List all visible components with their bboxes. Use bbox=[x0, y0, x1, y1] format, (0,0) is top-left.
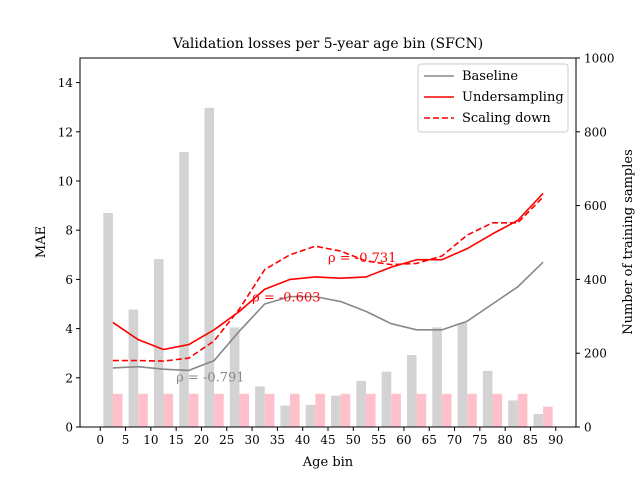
y-tick-label: 12 bbox=[58, 125, 73, 139]
x-tick-label: 15 bbox=[169, 433, 184, 447]
bar-layer bbox=[103, 107, 553, 427]
y-axis-label: MAE bbox=[34, 226, 49, 258]
legend-label-undersampling: Undersampling bbox=[462, 90, 564, 105]
x-tick-label: 30 bbox=[244, 433, 259, 447]
y-tick-label: 2 bbox=[65, 371, 73, 385]
baseline-count-bar bbox=[508, 400, 518, 427]
x-tick-label: 50 bbox=[346, 433, 361, 447]
correlation-annotation: ρ = -0.603 bbox=[252, 291, 320, 306]
y-tick-label: 14 bbox=[58, 76, 74, 90]
legend-box bbox=[417, 63, 569, 133]
x-tick-label: 5 bbox=[122, 433, 130, 447]
x-tick-label: 60 bbox=[396, 433, 411, 447]
baseline-count-bar bbox=[229, 327, 240, 427]
baseline-count-bar bbox=[331, 395, 341, 427]
x-tick-label: 90 bbox=[548, 433, 563, 447]
x-tick-label: 25 bbox=[219, 433, 234, 447]
undersampling-count-bar bbox=[188, 393, 199, 427]
x-tick-label: 55 bbox=[371, 433, 386, 447]
y2-tick-label: 1000 bbox=[584, 52, 615, 66]
undersampling-count-bar bbox=[290, 393, 300, 427]
baseline-count-bar bbox=[406, 355, 417, 427]
baseline-count-bar bbox=[179, 152, 189, 427]
undersampling-count-bar bbox=[467, 393, 477, 427]
legend: Baseline Undersampling Scaling down bbox=[417, 63, 569, 133]
baseline-count-bar bbox=[204, 107, 215, 427]
baseline-count-bar bbox=[153, 259, 164, 427]
y-axis-left: 0 2 4 6 8 10 12 14 bbox=[58, 76, 80, 435]
undersampling-count-bar bbox=[517, 393, 528, 427]
x-tick-label: 65 bbox=[422, 433, 437, 447]
baseline-count-bar bbox=[356, 380, 366, 427]
undersampling-count-bar bbox=[416, 393, 427, 427]
undersampling-count-bar bbox=[239, 393, 250, 427]
baseline-count-bar bbox=[381, 371, 392, 427]
undersampling-count-bar bbox=[112, 393, 123, 427]
undersampling-count-bar bbox=[315, 393, 325, 427]
line-layer bbox=[112, 192, 544, 372]
x-axis: 0 5 10 15 20 25 30 35 40 45 50 55 60 65 70 75 80 85 90 bbox=[96, 427, 563, 447]
y-tick-label: 10 bbox=[58, 175, 73, 189]
undersampling-count-bar bbox=[441, 393, 452, 427]
baseline-count-bar bbox=[305, 404, 316, 427]
y-tick-label: 0 bbox=[65, 421, 73, 435]
y2-axis-label: Number of training samples bbox=[621, 149, 636, 335]
undersampling-count-bar bbox=[365, 393, 376, 427]
y-axis-right: 0 200 400 600 800 1000 bbox=[576, 52, 615, 435]
x-tick-label: 75 bbox=[472, 433, 487, 447]
baseline-count-bar bbox=[280, 405, 291, 427]
x-tick-label: 10 bbox=[143, 433, 158, 447]
undersampling-count-bar bbox=[391, 393, 401, 427]
chart-title: Validation losses per 5-year age bin (SF… bbox=[172, 36, 483, 52]
baseline-count-bar bbox=[128, 309, 139, 427]
annotation-layer: ρ = -0.791 ρ = -0.603 ρ = -0.731 bbox=[176, 251, 396, 385]
undersampling-count-bar bbox=[340, 393, 351, 427]
x-tick-label: 35 bbox=[270, 433, 285, 447]
undersampling-line bbox=[112, 192, 544, 351]
x-tick-label: 40 bbox=[295, 433, 310, 447]
x-tick-label: 0 bbox=[96, 433, 104, 447]
baseline-count-bar bbox=[533, 414, 544, 427]
y2-tick-label: 600 bbox=[584, 199, 607, 213]
correlation-annotation: ρ = -0.791 bbox=[176, 370, 244, 385]
legend-label-scaling-down: Scaling down bbox=[462, 111, 551, 126]
baseline-count-bar bbox=[482, 370, 493, 427]
baseline-line bbox=[112, 261, 544, 372]
x-axis-label: Age bin bbox=[302, 455, 354, 470]
baseline-count-bar bbox=[457, 322, 468, 427]
x-tick-label: 80 bbox=[498, 433, 513, 447]
correlation-annotation: ρ = -0.731 bbox=[328, 251, 396, 266]
baseline-count-bar bbox=[255, 386, 265, 427]
baseline-count-bar bbox=[432, 327, 442, 427]
undersampling-count-bar bbox=[163, 393, 174, 427]
x-tick-label: 85 bbox=[523, 433, 538, 447]
undersampling-count-bar bbox=[492, 393, 503, 427]
y-tick-label: 4 bbox=[65, 322, 73, 336]
x-tick-label: 70 bbox=[447, 433, 462, 447]
y2-tick-label: 200 bbox=[584, 347, 607, 361]
legend-label-baseline: Baseline bbox=[462, 69, 518, 84]
y2-tick-label: 0 bbox=[584, 421, 592, 435]
undersampling-count-bar bbox=[214, 393, 224, 427]
undersampling-count-bar bbox=[138, 393, 148, 427]
y2-tick-label: 400 bbox=[584, 273, 607, 287]
x-tick-label: 45 bbox=[320, 433, 335, 447]
y2-tick-label: 800 bbox=[584, 125, 607, 139]
y-tick-label: 8 bbox=[65, 224, 73, 238]
undersampling-count-bar bbox=[543, 406, 553, 427]
y-tick-label: 6 bbox=[65, 273, 73, 287]
baseline-count-bar bbox=[103, 212, 113, 427]
undersampling-count-bar bbox=[264, 393, 275, 427]
scaling-down-line bbox=[112, 196, 544, 362]
x-tick-label: 20 bbox=[194, 433, 209, 447]
